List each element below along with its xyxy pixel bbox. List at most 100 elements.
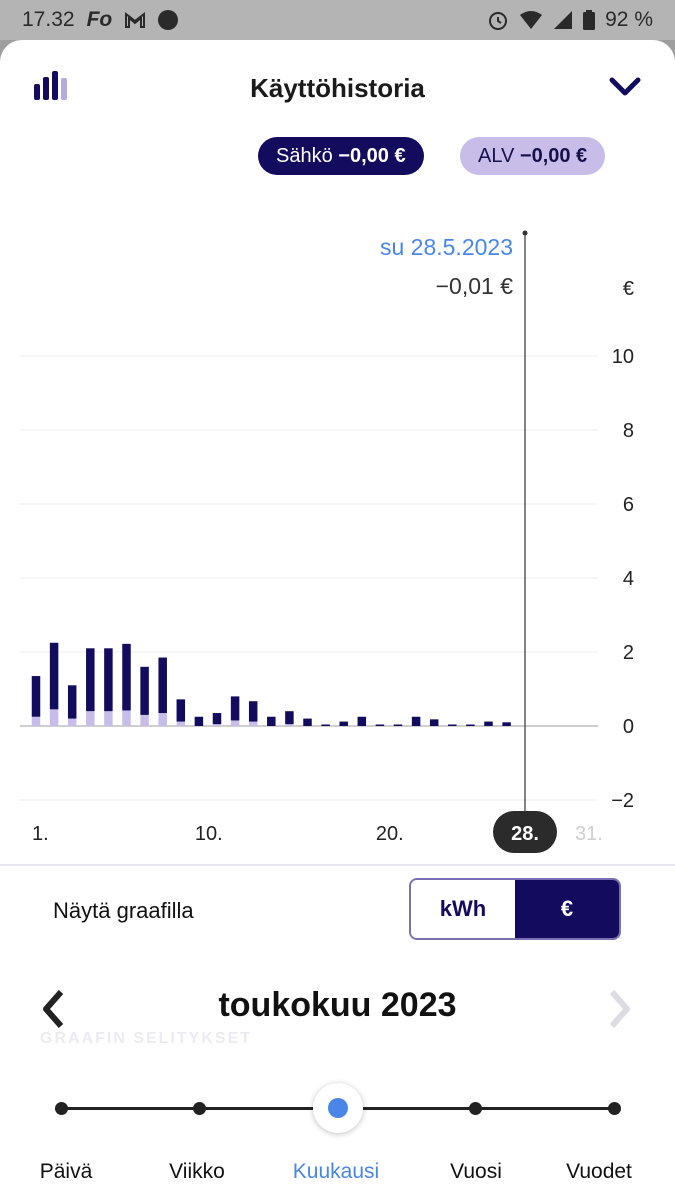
selected-date: su 28.5.2023 [380,234,513,260]
period-label-month[interactable]: Kuukausi [292,1160,380,1183]
unit-toggle[interactable]: kWh € [409,878,621,940]
usage-chart[interactable]: 10 8 6 4 2 0 −2 €1. 10. 20. 31. 28. su 28.5.2023 −0,0… [0,180,675,860]
chevron-down-icon[interactable] [609,76,641,98]
alarm-icon [489,12,508,30]
bar-sahko [466,724,475,726]
unit-eur-button[interactable]: € [515,880,619,938]
bar-sahko [285,711,294,725]
bar-sahko [140,666,149,715]
chevron-right-icon[interactable] [607,988,633,1030]
bar-alv [248,721,258,726]
fo-app-icon: Fo [86,8,113,31]
bar-sahko [67,685,77,719]
bar-sahko [86,648,95,712]
bar-sahko [484,721,493,726]
dot-icon [158,10,179,30]
usage-history-sheet: Käyttöhistoria Sähkö −0,00 € ALV −0,00 €… [0,40,675,1200]
status-right: 92 % [487,8,653,32]
bar-sahko [448,724,457,726]
unit-kwh-button[interactable]: kWh [411,880,515,938]
y-unit-label: € [623,278,634,300]
page-title: Käyttöhistoria [250,73,425,103]
status-time: 17.32 [22,8,75,31]
bar-sahko [393,724,403,726]
show-on-chart-label: Näytä graafilla [53,898,194,923]
period-label-years[interactable]: Vuodet [566,1160,632,1183]
battery-icon [583,10,596,30]
y-tick-label: 6 [623,494,634,516]
period-node-week[interactable] [193,1102,206,1115]
wifi-icon [520,11,543,29]
x-tick-label: 10. [195,823,223,845]
sahko-value: −0,00 € [338,145,406,167]
bar-sahko [321,724,330,726]
x-tick-label: 1. [32,823,49,845]
y-tick-label: 2 [623,642,634,664]
y-tick-label: 4 [623,568,634,590]
gmail-icon [125,11,146,28]
battery-percent: 92 % [605,8,653,31]
bar-sahko [248,701,258,722]
sahko-label: Sähkö [276,145,333,167]
period-label-week[interactable]: Viikko [169,1160,225,1183]
sheet-header: Käyttöhistoria [0,40,675,136]
status-bar: 17.32 Fo 92 % [0,0,675,40]
bar-sahko [230,696,240,721]
alv-total-pill[interactable]: ALV −0,00 € [460,137,606,175]
x-tick-label: 31. [575,823,603,845]
bar-alv [67,718,77,726]
period-node-years[interactable] [608,1102,621,1115]
bar-alv [140,714,149,726]
current-month: toukokuu 2023 [218,986,457,1024]
status-left: 17.32 Fo [22,8,179,32]
period-node-month-selected[interactable] [313,1083,363,1133]
bar-sahko [267,716,276,726]
selected-value: −0,01 € [436,273,514,299]
bar-sahko [194,716,204,726]
bar-sahko [176,699,186,722]
month-navigator: toukokuu 2023 [0,980,675,1040]
selected-day-badge [493,811,557,853]
alv-label: ALV [478,145,515,167]
bar-sahko [303,718,312,726]
y-tick-label: 0 [623,716,634,738]
sahko-total-pill[interactable]: Sähkö −0,00 € [258,137,424,175]
bar-alv [31,716,41,726]
period-node-day[interactable] [55,1102,68,1115]
bar-sahko [212,713,222,725]
bar-sahko [502,722,511,726]
period-label-year[interactable]: Vuosi [450,1160,502,1183]
period-node-year[interactable] [469,1102,482,1115]
y-tick-label: 8 [623,420,634,442]
bar-sahko [49,642,59,710]
bar-sahko [122,643,131,711]
bar-sahko [31,676,41,717]
bar-alv [49,709,59,726]
bar-sahko [357,716,367,726]
selection-dot [522,230,528,236]
bar-alv [122,710,131,726]
bar-sahko [411,716,421,726]
period-label-day[interactable]: Päivä [39,1160,93,1183]
bar-sahko [429,719,439,726]
selected-day-label: 28. [511,823,539,845]
bar-alv [86,711,95,726]
x-tick-label: 20. [376,823,404,845]
bar-sahko [158,657,167,714]
bar-alv [230,720,240,726]
bar-alv [285,724,294,726]
chevron-left-icon[interactable] [40,988,66,1030]
signal-icon [554,11,573,29]
bar-alv [176,721,186,726]
bar-chart-icon [34,71,67,100]
bar-sahko [104,648,113,712]
divider [0,864,675,866]
legend-heading-faded: GRAAFIN SELITYKSET [40,1030,253,1047]
y-tick-label: 10 [612,346,634,368]
bar-alv [212,724,222,726]
y-tick-label: −2 [611,790,634,812]
bar-alv [104,711,113,726]
alv-value: −0,00 € [519,145,588,167]
period-selector[interactable]: Päivä Viikko Kuukausi Vuosi Vuodet [0,1060,675,1200]
bar-sahko [339,721,348,726]
